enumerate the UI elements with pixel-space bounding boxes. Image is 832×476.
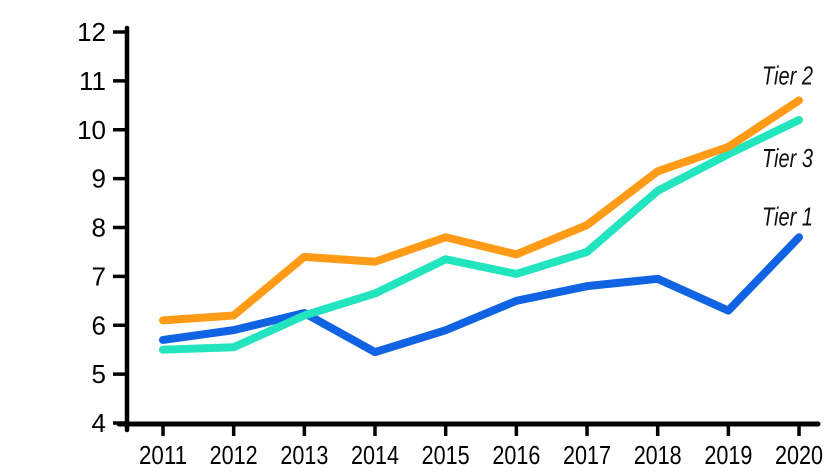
y-tick-label: 10 [77, 115, 106, 145]
x-tick-label: 2015 [422, 440, 470, 470]
series-label-tier-1: Tier 1 [762, 201, 813, 231]
y-tick-label: 6 [92, 310, 106, 340]
x-tick-label: 2011 [139, 440, 187, 470]
x-tick-label: 2019 [704, 440, 752, 470]
x-tick-label: 2020 [775, 440, 823, 470]
x-tick-label: 2014 [351, 440, 399, 470]
y-tick-label: 5 [92, 359, 106, 389]
x-tick-label: 2018 [634, 440, 682, 470]
x-tick-label: 2017 [563, 440, 611, 470]
series-label-tier-2: Tier 2 [762, 60, 813, 90]
y-tick-label: 9 [92, 164, 106, 194]
series-line-tier-3 [159, 115, 804, 354]
x-tick-label: 2016 [492, 440, 540, 470]
x-tick-label: 2013 [280, 440, 328, 470]
y-tick-label: 11 [79, 66, 106, 96]
y-tick-label: 12 [77, 17, 106, 47]
x-tick-label: 2012 [210, 440, 258, 470]
y-tick-label: 4 [92, 408, 106, 438]
y-tick-label: 7 [92, 261, 106, 291]
series-line-tier-1 [159, 233, 804, 357]
series-label-tier-3: Tier 3 [762, 143, 813, 173]
series-line-tier-2 [159, 96, 804, 325]
y-tick-label: 8 [92, 213, 106, 243]
